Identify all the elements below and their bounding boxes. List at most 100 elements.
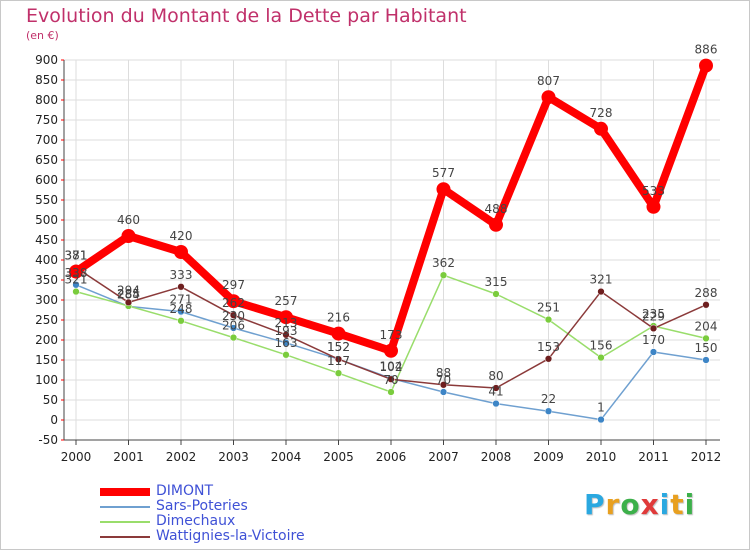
x-tick-label: 2006 <box>376 450 407 464</box>
data-label-dimont: 886 <box>695 43 718 57</box>
data-label-wattignies-la-victoire: 153 <box>537 340 560 354</box>
data-label-dimont: 257 <box>275 294 298 308</box>
data-label-wattignies-la-victoire: 102 <box>380 360 403 374</box>
legend-swatch <box>100 506 150 508</box>
data-point-sars-poteries <box>229 324 238 332</box>
data-point-sars-poteries <box>702 356 710 364</box>
data-point-dimechaux <box>177 317 185 325</box>
data-label-dimechaux: 206 <box>222 319 245 333</box>
data-label-wattignies-la-victoire: 80 <box>488 369 503 383</box>
y-tick-label: 600 <box>35 173 58 187</box>
y-tick-label: 650 <box>35 153 58 167</box>
data-label-sars-poteries: 104 <box>380 359 403 373</box>
x-tick-label: 2008 <box>481 450 512 464</box>
y-tick-label: 850 <box>35 73 58 87</box>
y-tick-label: 350 <box>35 273 58 287</box>
logo-letter: i <box>659 488 671 521</box>
data-point-dimont <box>646 199 661 214</box>
y-tick-label: 0 <box>50 413 58 427</box>
data-label-sars-poteries: 70 <box>436 373 451 387</box>
data-label-dimechaux: 315 <box>485 275 508 289</box>
x-tick-label: 2003 <box>218 450 249 464</box>
data-point-dimont <box>121 229 136 243</box>
data-label-wattignies-la-victoire: 152 <box>327 340 350 354</box>
x-tick-label: 2004 <box>271 450 302 464</box>
data-label-dimont: 216 <box>327 311 350 325</box>
data-label-wattignies-la-victoire: 294 <box>117 283 140 297</box>
data-label-wattignies-la-victoire: 321 <box>590 273 613 287</box>
data-point-wattignies-la-victoire <box>492 384 500 392</box>
y-tick-label: 100 <box>35 373 58 387</box>
data-label-sars-poteries: 150 <box>695 341 718 355</box>
data-point-sars-poteries <box>177 307 185 316</box>
data-label-sars-poteries: 170 <box>642 333 665 347</box>
x-tick-label: 2002 <box>166 450 197 464</box>
data-point-wattignies-la-victoire <box>282 331 290 339</box>
data-point-dimont <box>331 326 346 341</box>
y-tick-label: 50 <box>43 393 58 407</box>
data-label-dimont: 420 <box>170 229 193 243</box>
data-point-sars-poteries <box>282 339 290 347</box>
data-label-dimont: 460 <box>117 213 140 227</box>
x-tick-label: 2011 <box>638 450 669 464</box>
data-point-dimechaux <box>229 333 238 342</box>
x-tick-label: 2010 <box>586 450 617 464</box>
y-tick-label: 550 <box>35 193 58 207</box>
data-point-dimechaux <box>334 369 343 377</box>
data-label-sars-poteries: 193 <box>275 324 298 338</box>
data-label-dimechaux: 285 <box>117 287 140 301</box>
data-point-dimont <box>699 58 713 73</box>
y-tick-label: 500 <box>35 213 58 227</box>
data-point-wattignies-la-victoire <box>702 301 710 309</box>
logo-letter: r <box>605 488 621 521</box>
data-label-sars-poteries: 230 <box>222 309 245 323</box>
data-label-sars-poteries: 284 <box>117 287 140 301</box>
y-tick-label: 750 <box>35 113 58 127</box>
data-point-dimont <box>384 343 398 358</box>
data-point-sars-poteries <box>439 388 448 396</box>
data-label-dimechaux: 204 <box>695 319 718 333</box>
proxiti-logo: Proxiti <box>584 488 695 521</box>
data-point-wattignies-la-victoire <box>649 324 658 333</box>
legend-label: DIMONT <box>156 483 214 499</box>
y-tick-label: 800 <box>35 93 58 107</box>
data-label-dimont: 533 <box>642 184 665 198</box>
chart-title: Evolution du Montant de la Dette par Hab… <box>26 5 467 27</box>
logo-letter: P <box>584 488 606 521</box>
data-label-dimechaux: 362 <box>432 256 455 270</box>
data-label-sars-poteries: 271 <box>170 293 193 307</box>
x-tick-label: 2005 <box>323 450 354 464</box>
data-label-dimont: 297 <box>222 278 245 292</box>
legend-label: Dimechaux <box>156 513 236 529</box>
data-point-dimont <box>69 264 83 279</box>
legend-label: Sars-Poteries <box>156 498 248 514</box>
data-label-dimont: 173 <box>380 328 403 342</box>
data-label-dimont: 577 <box>432 166 455 180</box>
data-label-dimechaux: 251 <box>537 301 560 315</box>
data-point-wattignies-la-victoire <box>387 375 395 383</box>
line-chart: -50 0 50 100 150 200 250 300 350 400 450 500 550 600 6… <box>35 43 722 464</box>
data-label-wattignies-la-victoire: 213 <box>275 316 298 330</box>
x-tick-label: 2012 <box>691 450 722 464</box>
data-point-dimechaux <box>387 388 395 396</box>
data-point-dimechaux <box>492 290 500 298</box>
data-label-sars-poteries: 22 <box>541 392 556 406</box>
data-label-dimechaux: 70 <box>383 373 398 387</box>
data-label-sars-poteries: 338 <box>65 266 88 280</box>
data-label-sars-poteries: 152 <box>327 340 350 354</box>
data-point-dimont <box>174 245 188 259</box>
data-label-dimont: 371 <box>65 249 88 263</box>
y-tick-label: 200 <box>35 333 58 347</box>
data-label-dimechaux: 248 <box>170 302 193 316</box>
data-label-dimont: 728 <box>590 106 613 120</box>
data-point-sars-poteries <box>544 407 553 415</box>
data-point-sars-poteries <box>649 348 658 356</box>
logo-letter: t <box>670 488 685 521</box>
data-point-wattignies-la-victoire <box>229 311 238 319</box>
data-label-wattignies-la-victoire: 262 <box>222 296 245 310</box>
legend-swatch <box>100 536 150 538</box>
data-label-sars-poteries: 41 <box>488 385 503 399</box>
data-point-dimont <box>279 310 293 325</box>
logo-letter: o <box>620 488 641 521</box>
data-point-dimont <box>436 182 451 197</box>
